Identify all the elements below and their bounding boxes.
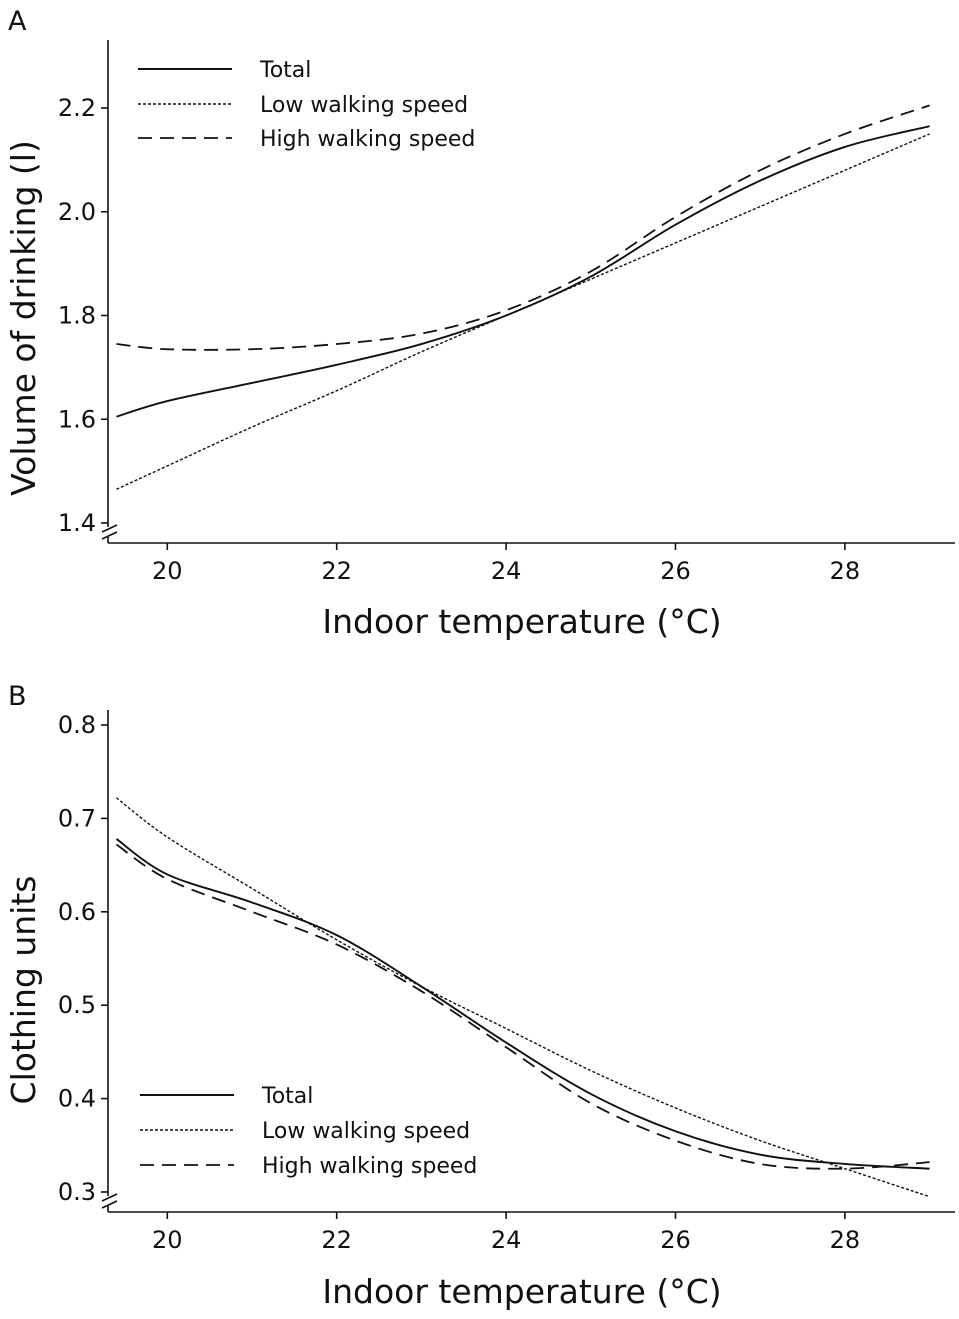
panel-b-series-line-dashed [115,843,930,1170]
panel-b-plot: 20 22 24 26 28 0.3 0.4 0.5 0.6 0.7 0.8 Total Low wal… [58,710,955,1254]
panel-a-y-tick-label: 1.8 [58,302,96,330]
panel-a-y-tick-label: 1.6 [58,405,96,433]
panel-a-x-tick-label: 26 [660,557,691,585]
panel-a-y-tick-label: 1.4 [58,509,96,537]
panel-b-x-tick-label: 24 [491,1226,522,1254]
panel-a-series-line-dashed [116,104,930,351]
panel-b-x-tick-label: 20 [152,1226,183,1254]
panel-a-letter: A [8,6,27,37]
panel-b-legend-label: Low walking speed [262,1119,470,1144]
panel-a-y-tick-label: 2.2 [58,94,96,122]
panel-b-y-tick-label: 0.5 [58,991,96,1019]
panel-a-axis-break-mark-2 [101,531,118,540]
panel-b-y-tick-label: 0.6 [58,898,96,926]
panel-b-x-tick-label: 28 [830,1226,861,1254]
panel-b-legend-label: High walking speed [262,1154,477,1179]
panel-b-y-tick-label: 0.3 [58,1178,96,1206]
panel-b-x-tick-label: 22 [321,1226,352,1254]
panel-a-x-tick-label: 22 [321,557,352,585]
panel-b-y-tick-label: 0.8 [58,711,96,739]
panel-a-series-line-dotted [116,133,930,490]
panel-a-legend-label: Total [259,58,311,83]
panel-b-series-line-solid [115,838,930,1170]
panel-a-y-axis-title: Volume of drinking (l) [4,140,43,496]
panel-b-axis-break-mark-2 [101,1200,118,1209]
panel-a-legend-label: Low walking speed [260,93,468,118]
panel-a: A 20 22 24 26 28 1.4 1.6 1.8 2.0 2.2 Total Low walk… [4,6,955,641]
panel-b-y-tick-label: 0.7 [58,804,96,832]
panel-a-axis-break-mark-1 [101,524,118,533]
panel-a-x-tick-label: 24 [491,557,522,585]
panel-b: B 20 22 24 26 28 0.3 0.4 0.5 0.6 0.7 0.8 Total Low w… [4,681,955,1311]
panel-b-series-line-dotted [116,797,930,1198]
panel-a-x-axis-title: Indoor temperature (°C) [322,602,721,641]
panel-b-axis-break-mark-1 [101,1193,118,1202]
panel-a-y-tick-label: 2.0 [58,198,96,226]
panel-b-legend-label: Total [261,1084,313,1109]
panel-a-series-line-solid [116,125,930,418]
panel-a-x-tick-label: 28 [830,557,861,585]
panel-b-x-axis-title: Indoor temperature (°C) [322,1272,721,1311]
panel-b-x-tick-label: 26 [660,1226,691,1254]
panel-b-y-axis-title: Clothing units [4,876,43,1105]
panel-b-y-tick-label: 0.4 [58,1085,96,1113]
panel-a-plot: 20 22 24 26 28 1.4 1.6 1.8 2.0 2.2 Total Low walkin… [58,40,955,585]
panel-a-x-tick-label: 20 [152,557,183,585]
panel-b-letter: B [8,681,27,712]
panel-a-legend-label: High walking speed [260,127,475,152]
